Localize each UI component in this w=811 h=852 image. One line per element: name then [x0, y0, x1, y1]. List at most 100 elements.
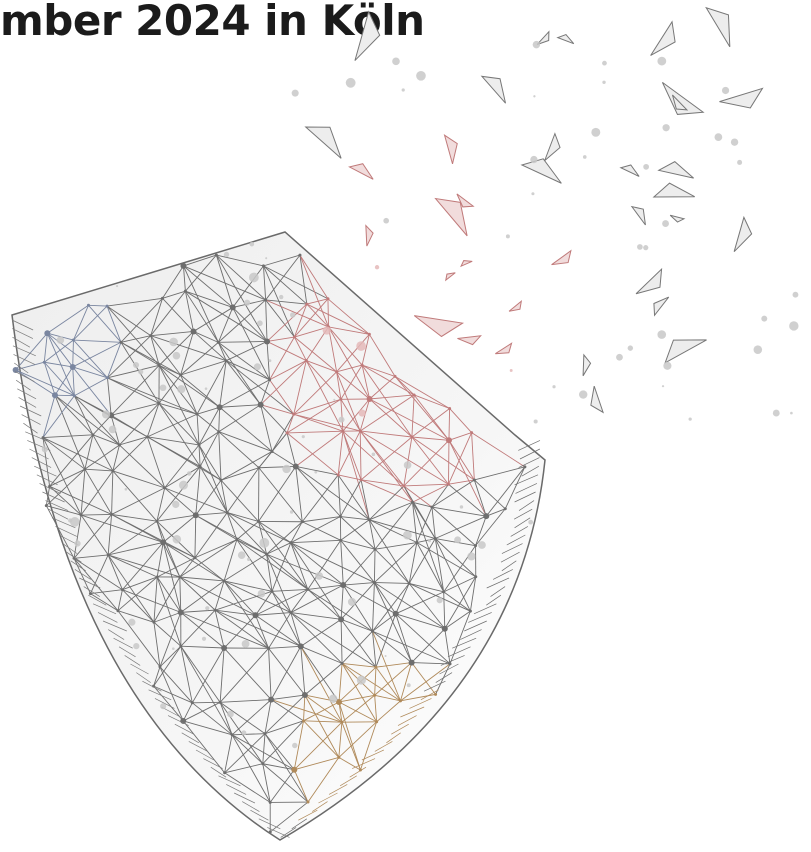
mesh-node	[157, 402, 160, 405]
mesh-node	[107, 553, 110, 556]
mesh-node	[199, 465, 202, 468]
fragment	[457, 336, 480, 345]
particle	[643, 245, 648, 250]
mesh-node	[374, 666, 377, 669]
particle	[249, 273, 259, 283]
particle	[789, 321, 798, 330]
particle	[793, 292, 799, 298]
particle	[356, 341, 366, 351]
mesh-node	[219, 701, 222, 704]
fragment	[445, 135, 458, 164]
particle	[74, 540, 80, 546]
mesh-node	[371, 630, 374, 633]
particle	[628, 345, 633, 350]
fragment	[366, 226, 373, 246]
particle	[138, 369, 143, 374]
particle	[359, 409, 366, 416]
mesh-node	[474, 575, 477, 578]
particle	[579, 390, 587, 398]
mesh-node	[302, 719, 305, 722]
mesh-node	[359, 429, 362, 432]
mesh-node	[230, 304, 236, 310]
mesh-node	[264, 298, 267, 301]
mesh-node	[217, 341, 220, 344]
mesh-node	[483, 513, 489, 519]
particle	[731, 138, 738, 145]
mesh-node	[110, 513, 113, 516]
particle	[662, 220, 669, 227]
mesh-node	[45, 504, 48, 507]
particle	[754, 345, 763, 354]
mesh-node	[341, 430, 344, 433]
mesh-node	[399, 699, 402, 702]
particle	[506, 234, 510, 238]
fragment	[654, 297, 669, 315]
particle	[290, 510, 293, 513]
mesh-node	[286, 431, 289, 434]
particle	[116, 285, 118, 287]
mesh-node	[373, 581, 376, 584]
particle	[187, 471, 191, 475]
mesh-node	[261, 762, 264, 765]
mesh-node	[415, 541, 418, 544]
fragment	[349, 164, 373, 180]
mesh-node	[268, 697, 274, 703]
mesh-node	[408, 582, 411, 585]
mesh-node	[373, 694, 376, 697]
mesh-node	[268, 378, 271, 381]
mesh-node	[72, 339, 75, 342]
particle	[689, 418, 692, 421]
particle	[591, 128, 600, 137]
mesh-node	[269, 830, 272, 833]
mesh-node	[52, 392, 58, 398]
fragment	[659, 162, 694, 179]
mesh-node	[470, 431, 473, 434]
mesh-node	[442, 626, 448, 632]
particle	[416, 71, 426, 81]
particle	[737, 160, 742, 165]
particle	[323, 326, 331, 334]
mesh-node	[191, 701, 194, 704]
mesh-node	[91, 433, 94, 436]
mesh-node	[111, 469, 114, 472]
particle	[510, 369, 513, 372]
particle	[133, 362, 139, 368]
mesh-node	[80, 514, 83, 517]
mesh-node	[474, 544, 477, 547]
fragment	[632, 207, 646, 225]
mesh-node	[469, 610, 472, 613]
mesh-node	[374, 548, 377, 551]
particle	[333, 399, 335, 401]
mesh-node	[178, 575, 181, 578]
mesh-node	[339, 539, 342, 542]
mesh-node	[196, 413, 199, 416]
mesh-node	[339, 515, 342, 518]
fragment	[654, 183, 695, 197]
particle	[478, 541, 486, 549]
particle	[179, 481, 188, 490]
mesh-node	[118, 443, 121, 446]
particle	[205, 606, 209, 610]
particle	[375, 265, 379, 269]
mesh-node	[116, 609, 119, 612]
particle	[172, 501, 179, 508]
mesh-node	[449, 662, 452, 665]
mesh-node	[326, 297, 329, 300]
particle	[315, 572, 323, 580]
mesh-node	[305, 359, 308, 362]
mesh-node	[367, 396, 373, 402]
mesh-node	[179, 374, 182, 377]
fragment	[495, 343, 511, 353]
particle	[602, 81, 605, 84]
particle	[205, 387, 208, 390]
particle	[715, 133, 723, 141]
mesh-node	[339, 398, 342, 401]
mesh-node	[106, 376, 109, 379]
fragment	[621, 165, 639, 176]
mesh-node	[267, 647, 270, 650]
particle	[279, 295, 283, 299]
shield-illustration	[0, 0, 811, 852]
particle	[160, 384, 167, 391]
mesh-node	[393, 611, 399, 617]
particle	[534, 419, 538, 423]
